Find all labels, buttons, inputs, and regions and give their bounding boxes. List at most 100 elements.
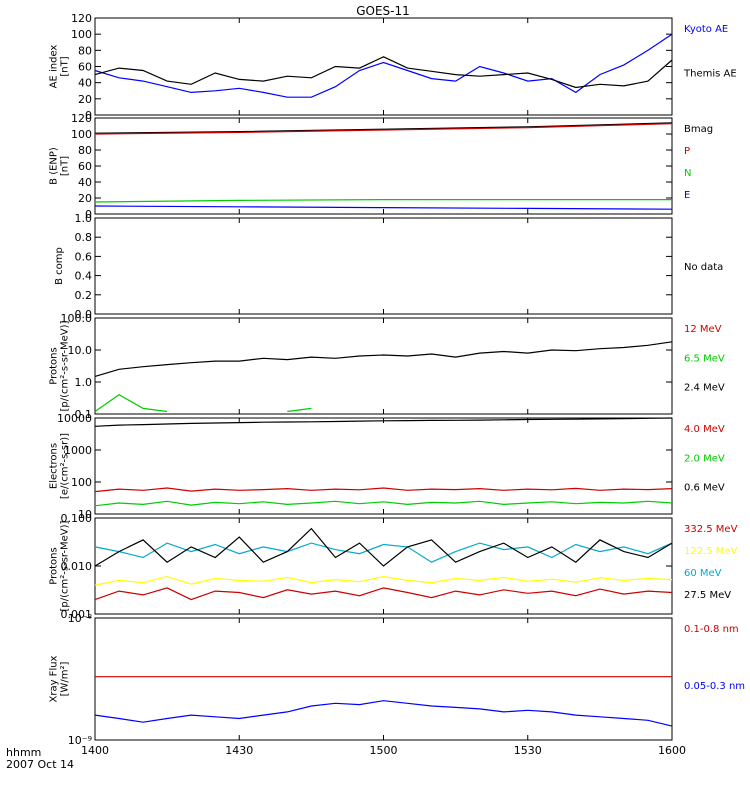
y-tick-label: 10⁻⁸ — [68, 612, 93, 625]
y-axis-label: B (ENP) — [49, 147, 60, 185]
y-axis-label: [nT] — [60, 156, 71, 176]
chart-title: GOES-11 — [356, 4, 410, 18]
series-line-2 — [94, 542, 673, 563]
series-line-1 — [94, 700, 673, 727]
y-axis-label: Protons — [49, 347, 60, 384]
legend-label: 6.5 MeV — [684, 353, 725, 364]
y-tick-label: 0.2 — [75, 289, 93, 302]
x-axis-label-hhmm: hhmm — [6, 746, 41, 759]
y-tick-label: 60 — [78, 160, 92, 173]
y-tick-label: 10⁻⁹ — [68, 734, 92, 747]
y-tick-label: 1.0 — [75, 212, 93, 225]
y-tick-label: 60 — [78, 61, 92, 74]
panel-1: 0 20 40 60 80 100 120 B (ENP) [nT] Bmag PNE — [49, 112, 714, 221]
series-line-3 — [94, 527, 673, 567]
y-tick-label: 0.1 — [75, 408, 93, 421]
y-tick-label: 0.100 — [61, 512, 93, 525]
y-tick-label: 80 — [78, 144, 92, 157]
y-axis-label: [p/(cm²-s-sr-MeV)] — [60, 520, 71, 611]
x-tick-label: 1530 — [514, 744, 542, 757]
y-tick-label: 120 — [71, 112, 92, 125]
y-tick-label: 100 — [71, 128, 92, 141]
series-line-0 — [94, 587, 673, 601]
y-axis-label: Xray Flux — [49, 655, 60, 702]
series-line-0 — [94, 487, 673, 493]
y-tick-label: 0.6 — [75, 250, 93, 263]
y-tick-label: 0.010 — [61, 560, 93, 573]
legend-label: 60 MeV — [684, 568, 722, 579]
y-axis-label: [e/(cm²-s-sr)] — [60, 433, 71, 499]
y-tick-label: 1000 — [64, 444, 92, 457]
y-tick-label: 20 — [78, 192, 92, 205]
legend-label: 2.0 MeV — [684, 453, 725, 464]
legend-label: 0.05-0.3 nm — [684, 681, 745, 692]
series-line-2 — [94, 417, 673, 427]
y-tick-label: 40 — [78, 77, 92, 90]
y-axis-label: [p/(cm²-s-sr-MeV)] — [60, 320, 71, 411]
series-line-2 — [94, 341, 673, 377]
y-axis-label: AE index — [49, 45, 60, 89]
legend-label: 122.5 MeV — [684, 546, 738, 557]
y-tick-label: 20 — [78, 93, 92, 106]
series-line-0 — [94, 33, 673, 98]
legend-label: N — [684, 168, 691, 179]
legend-label: 0.1-0.8 nm — [684, 624, 739, 635]
legend-label: Bmag — [684, 124, 713, 135]
series-line-1 — [94, 56, 673, 89]
x-tick-label: 1500 — [370, 744, 398, 757]
legend-label: 332.5 MeV — [684, 524, 738, 535]
y-axis-label: [nT] — [60, 56, 71, 76]
x-tick-label: 1400 — [81, 744, 109, 757]
y-axis-label: Electrons — [49, 443, 60, 489]
y-tick-label: 10 — [78, 508, 92, 521]
panel-4: 10 100 1000 10000 Electrons [e/(cm²-s-sr)] 4.0… — [49, 412, 725, 521]
y-tick-label: 10000 — [57, 412, 92, 425]
y-tick-label: 0 — [85, 208, 92, 221]
series-line-2 — [94, 199, 672, 203]
series-line-3 — [94, 205, 673, 210]
y-tick-label: 10.0 — [68, 344, 93, 357]
y-axis-label: [W/m²] — [60, 661, 71, 696]
y-tick-label: 0.4 — [75, 270, 93, 283]
series-line-0 — [94, 122, 673, 134]
panel-frame — [94, 317, 673, 415]
no-data-note: No data — [684, 262, 723, 273]
series-line-1 — [94, 575, 673, 586]
legend-label: 27.5 MeV — [684, 590, 731, 601]
x-tick-label: 1600 — [658, 744, 686, 757]
legend-label: Kyoto AE — [684, 24, 728, 35]
y-tick-label: 0 — [85, 109, 92, 122]
y-tick-label: 0.8 — [75, 231, 93, 244]
legend-label: 4.0 MeV — [684, 424, 725, 435]
panel-frame — [94, 217, 673, 315]
legend-label: E — [684, 190, 690, 201]
panel-frame — [94, 617, 673, 741]
legend-label: 2.4 MeV — [684, 383, 725, 394]
panel-0: 0 20 40 60 80 100 120 AE index [nT] Kyoto AE Themi… — [49, 12, 737, 122]
panel-5: 0.001 0.010 0.100 Protons [p/(cm²-s-sr-MeV)]… — [49, 512, 738, 621]
y-tick-label: 1.0 — [75, 376, 93, 389]
legend-label: P — [684, 146, 690, 157]
panel-frame — [94, 417, 673, 515]
y-axis-label: Protons — [49, 547, 60, 584]
y-tick-label: 40 — [78, 176, 92, 189]
x-axis-label-date: 2007 Oct 14 — [6, 758, 74, 771]
y-tick-label: 0.001 — [61, 608, 93, 621]
y-tick-label: 0.0 — [75, 308, 93, 321]
legend-label: Themis AE — [683, 69, 737, 80]
series-line-1 — [95, 395, 648, 412]
y-axis-label: B comp — [54, 247, 65, 285]
series-line-1 — [94, 500, 673, 507]
panel-3: 0.1 1.0 10.0 100.0 Protons [p/(cm²-s-sr-MeV)]… — [49, 312, 725, 421]
x-axis: 1400 1430 1500 1530 1600 — [81, 744, 686, 757]
legend-label: 12 MeV — [684, 324, 722, 335]
y-tick-label: 100 — [71, 28, 92, 41]
panel-frame — [94, 17, 673, 116]
legend-label: 0.6 MeV — [684, 483, 725, 494]
y-tick-label: 100 — [71, 476, 92, 489]
panel-2: 0.0 0.2 0.4 0.6 0.8 1.0 B comp No data — [54, 212, 723, 321]
series-line-1 — [94, 123, 673, 135]
y-tick-label: 80 — [78, 44, 92, 57]
